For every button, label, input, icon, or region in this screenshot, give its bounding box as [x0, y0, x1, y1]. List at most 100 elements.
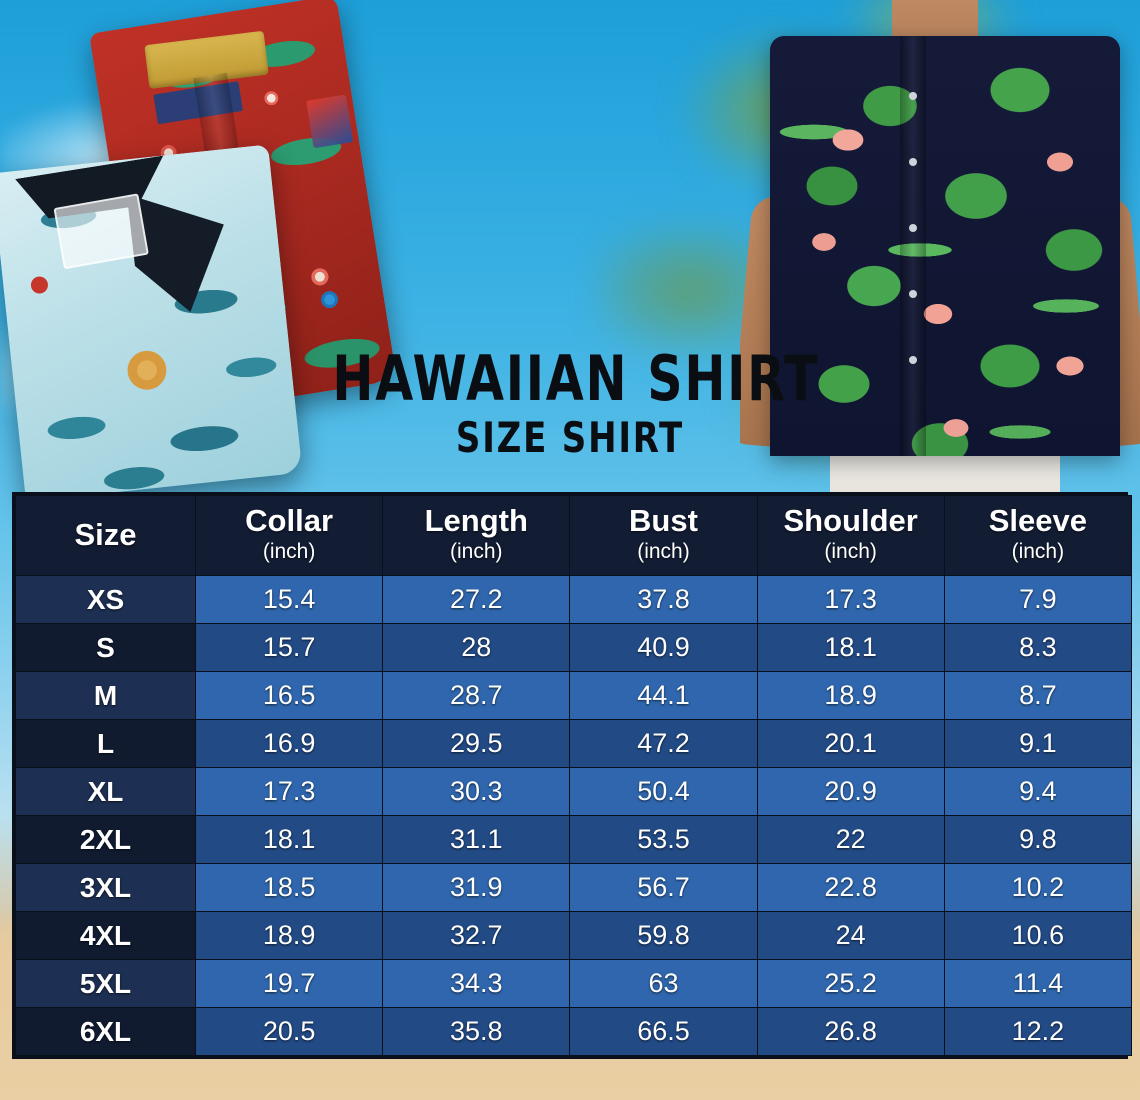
size-cell: 6XL: [15, 1007, 196, 1056]
cell-bust: 40.9: [569, 623, 758, 672]
column-header-size: Size: [15, 495, 196, 576]
cell-sleeve: 9.4: [943, 767, 1132, 816]
cell-length: 31.9: [382, 863, 571, 912]
cell-sleeve: 7.9: [943, 575, 1132, 624]
size-cell: L: [15, 719, 196, 768]
poster-title-block: HAWAIIAN SHIRT SIZE SHIRT: [300, 348, 840, 462]
table-body: XS 15.4 27.2 37.8 17.3 7.9 S 15.7 28 40.9 18.1 8.3 M…: [15, 575, 1132, 1056]
cell-shoulder: 26.8: [756, 1007, 945, 1056]
cell-bust: 44.1: [569, 671, 758, 720]
cell-bust: 47.2: [569, 719, 758, 768]
cell-sleeve: 12.2: [943, 1007, 1132, 1056]
column-header-sleeve-label: Sleeve: [988, 503, 1087, 539]
column-header-length-unit: (inch): [450, 539, 503, 563]
cell-collar: 15.7: [194, 623, 384, 672]
column-header-shoulder: Shoulder (inch): [756, 495, 945, 576]
table-row: L 16.9 29.5 47.2 20.1 9.1: [15, 719, 1132, 768]
column-header-sleeve-unit: (inch): [1011, 539, 1065, 563]
cell-sleeve: 9.8: [943, 815, 1132, 864]
cell-collar: 15.4: [194, 575, 384, 624]
column-header-shoulder-unit: (inch): [824, 539, 877, 563]
cell-sleeve: 10.2: [943, 863, 1132, 912]
table-header: Size Collar (inch) Length (inch) Bust (i…: [15, 495, 1132, 576]
table-row: 6XL 20.5 35.8 66.5 26.8 12.2: [15, 1007, 1132, 1056]
shirt-button-icon: [909, 224, 917, 232]
cell-bust: 66.5: [569, 1007, 758, 1056]
column-header-bust-label: Bust: [629, 503, 698, 539]
size-chart-table: Size Collar (inch) Length (inch) Bust (i…: [15, 495, 1132, 1056]
red-shirt-badge: [306, 94, 354, 149]
cell-length: 27.2: [382, 575, 571, 624]
cell-collar: 16.5: [194, 671, 384, 720]
navy-flamingo-shirt-image: [770, 36, 1120, 456]
page-title: HAWAIIAN SHIRT: [332, 342, 820, 415]
shirt-button-icon: [909, 290, 917, 298]
cell-bust: 59.8: [569, 911, 758, 960]
column-header-collar: Collar (inch): [194, 495, 384, 576]
cell-shoulder: 20.1: [756, 719, 945, 768]
cell-length: 28: [382, 623, 571, 672]
cell-shoulder: 25.2: [756, 959, 945, 1008]
size-cell: 3XL: [15, 863, 196, 912]
column-header-bust: Bust (inch): [569, 495, 758, 576]
cell-shoulder: 18.1: [756, 623, 945, 672]
cell-shoulder: 17.3: [756, 575, 945, 624]
shirt-button-icon: [909, 92, 917, 100]
table-row: 3XL 18.5 31.9 56.7 22.8 10.2: [15, 863, 1132, 912]
shirt-button-icon: [909, 158, 917, 166]
cell-shoulder: 20.9: [756, 767, 945, 816]
table-row: 5XL 19.7 34.3 63 25.2 11.4: [15, 959, 1132, 1008]
cell-shoulder: 22.8: [756, 863, 945, 912]
size-cell: 2XL: [15, 815, 196, 864]
cell-length: 32.7: [382, 911, 571, 960]
column-header-shoulder-label: Shoulder: [783, 503, 918, 539]
table-row: S 15.7 28 40.9 18.1 8.3: [15, 623, 1132, 672]
table-row: XS 15.4 27.2 37.8 17.3 7.9: [15, 575, 1132, 624]
cell-collar: 19.7: [194, 959, 384, 1008]
cell-sleeve: 9.1: [943, 719, 1132, 768]
model-shirt-placket: [900, 36, 926, 456]
size-cell: XL: [15, 767, 196, 816]
table-row: 2XL 18.1 31.1 53.5 22 9.8: [15, 815, 1132, 864]
cell-collar: 20.5: [194, 1007, 384, 1056]
model-photo: [740, 0, 1140, 500]
column-header-collar-unit: (inch): [262, 539, 316, 563]
table-row: XL 17.3 30.3 50.4 20.9 9.4: [15, 767, 1132, 816]
cell-length: 34.3: [382, 959, 571, 1008]
cell-bust: 53.5: [569, 815, 758, 864]
cell-shoulder: 22: [756, 815, 945, 864]
cell-bust: 63: [569, 959, 758, 1008]
column-header-bust-unit: (inch): [637, 539, 690, 563]
column-header-length: Length (inch): [382, 495, 571, 576]
column-header-size-label: Size: [74, 516, 137, 552]
cell-shoulder: 24: [756, 911, 945, 960]
column-header-length-label: Length: [424, 503, 528, 539]
column-header-collar-label: Collar: [245, 503, 334, 539]
cell-bust: 50.4: [569, 767, 758, 816]
size-chart-table-container: Size Collar (inch) Length (inch) Bust (i…: [12, 492, 1132, 1059]
table-row: 4XL 18.9 32.7 59.8 24 10.6: [15, 911, 1132, 960]
size-cell: 4XL: [15, 911, 196, 960]
cell-length: 31.1: [382, 815, 571, 864]
cell-collar: 17.3: [194, 767, 384, 816]
cell-collar: 16.9: [194, 719, 384, 768]
cell-bust: 56.7: [569, 863, 758, 912]
shirt-button-icon: [909, 356, 917, 364]
size-cell: M: [15, 671, 196, 720]
column-header-sleeve: Sleeve (inch): [943, 495, 1132, 576]
size-cell: 5XL: [15, 959, 196, 1008]
cell-sleeve: 8.3: [943, 623, 1132, 672]
table-row: M 16.5 28.7 44.1 18.9 8.7: [15, 671, 1132, 720]
cell-shoulder: 18.9: [756, 671, 945, 720]
cell-collar: 18.5: [194, 863, 384, 912]
cell-bust: 37.8: [569, 575, 758, 624]
cell-length: 35.8: [382, 1007, 571, 1056]
size-cell: XS: [15, 575, 196, 624]
cell-length: 28.7: [382, 671, 571, 720]
cell-collar: 18.1: [194, 815, 384, 864]
size-cell: S: [15, 623, 196, 672]
cell-length: 30.3: [382, 767, 571, 816]
page-subtitle: SIZE SHIRT: [455, 413, 685, 462]
header-row: Size Collar (inch) Length (inch) Bust (i…: [15, 495, 1132, 576]
